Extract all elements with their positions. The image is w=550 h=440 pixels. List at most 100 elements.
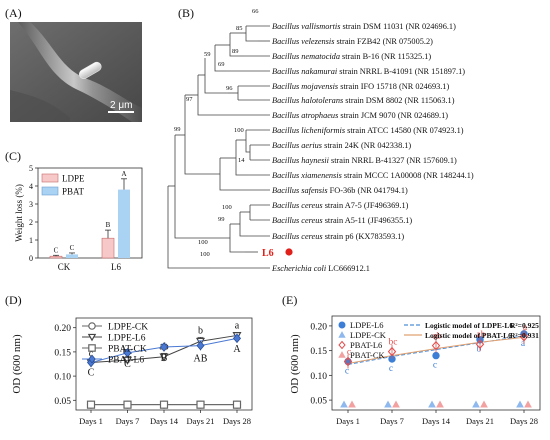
legend-marker (338, 340, 346, 350)
panel-label-c: (C) (5, 149, 21, 163)
y-axis-label: OD (600 nm) (289, 334, 301, 394)
chart-od-line: 0.05 0.10 0.15 0.20 OD (600 nm) Days 1 Days 7 D… (11, 317, 253, 426)
sem-image: 2 μm (10, 22, 142, 122)
significance-letter: c (89, 349, 94, 360)
scale-bar-label: 2 μm (110, 100, 132, 111)
significance-letter: C (70, 244, 75, 252)
bootstrap-value: 14 (238, 157, 245, 164)
taxon-label: Bacillus cereus strain A5-11 (JF496355.1… (272, 216, 412, 225)
x-tick-label: Days 21 (466, 416, 494, 426)
x-tick-label: Days 1 (336, 416, 360, 426)
y-axis-label: OD (600 nm) (11, 334, 23, 394)
significance-letter: A (233, 344, 241, 355)
x-tick-label: Days 28 (223, 416, 251, 426)
legend-label: PBAT-CK (350, 350, 386, 360)
y-tick-label: 0.15 (54, 348, 71, 358)
data-point (472, 400, 480, 408)
bootstrap-value: 100 (234, 127, 244, 134)
data-point (159, 342, 169, 352)
data-point (86, 400, 96, 409)
significance-letter: C (124, 359, 131, 370)
y-tick-label: 0.10 (310, 372, 327, 382)
y-tick-label: 0.15 (310, 347, 327, 357)
y-tick-label: 0.05 (54, 397, 71, 407)
plot-frame (75, 317, 253, 411)
significance-letter: c (389, 364, 393, 374)
chart-od-logistic: 0.05 0.10 0.15 0.20 OD (600 nm) Days 1 Days 7 D… (289, 315, 541, 426)
data-point (159, 353, 169, 362)
bar (66, 254, 78, 258)
significance-letter: a (235, 321, 240, 332)
data-point (196, 340, 205, 351)
legend-label: Logistic model of LDPE-L6 (425, 321, 513, 330)
bootstrap-value: 96 (226, 85, 233, 92)
taxon-label: Bacillus vallismortis strain DSM 11031 (… (272, 22, 456, 31)
taxon-label: Bacillus safensis FO-36b (NR 041794.1) (272, 186, 408, 195)
legend-swatch (41, 186, 59, 196)
legend-label: LDPE-CK (108, 323, 148, 333)
significance-letter: c (345, 367, 349, 377)
panel-label-b: (B) (178, 6, 194, 20)
taxon-label: Escherichia coli LC666912.1 (271, 264, 370, 273)
data-point (196, 400, 205, 409)
legend-label: PBAT-L6 (350, 340, 382, 350)
significance-letter: C (88, 367, 95, 378)
plot-frame (37, 167, 143, 259)
bacterium-cell (78, 61, 102, 79)
legend-label: LDPE-CK (350, 330, 387, 340)
taxon-label: Bacillus cereus strain p6 (KX783593.1) (272, 232, 404, 241)
taxon-label: Bacillus nakamurai strain NRRL B-41091 (… (272, 67, 465, 76)
significance-letter: ab (477, 330, 486, 340)
panel-label-a: (A) (5, 6, 22, 20)
taxon-label: Bacillus licheniformis strain ATCC 14580… (272, 126, 464, 135)
legend-label: PBAT-CK (108, 345, 147, 355)
bootstrap-value: 99 (174, 126, 181, 133)
l6-marker-dot (285, 248, 293, 256)
y-tick-label: 0.10 (54, 373, 71, 383)
data-point (432, 351, 440, 360)
bootstrap-value: 59 (204, 51, 211, 58)
legend-marker (338, 331, 346, 338)
legend-marker (87, 333, 97, 342)
data-point (436, 400, 444, 408)
x-tick-label: Days 14 (422, 416, 451, 426)
significance-letter: c (347, 348, 351, 358)
legend-label: LDPE (62, 174, 85, 184)
legend-swatch (41, 173, 59, 183)
y-tick-label: 2 (29, 218, 33, 227)
fit-r2: R²=0.931 (510, 331, 539, 340)
significance-letter: bc (389, 338, 398, 348)
phylogenetic-tree: 66 85 89 69 59 96 97 99 100 14 100 99 10… (167, 8, 474, 273)
bar (118, 189, 130, 258)
legend-label: PBAT (62, 187, 85, 197)
bar (49, 255, 63, 259)
data-point (480, 400, 488, 408)
chart-weight-loss: 0 1 2 3 4 5 Weight loss (%) CK C C L6 B A LDPE PBAT (14, 164, 143, 272)
y-tick-label: 4 (29, 182, 33, 191)
legend-marker (88, 344, 96, 352)
bootstrap-value: 85 (236, 25, 243, 32)
y-tick-label: 0 (29, 254, 33, 263)
y-tick-label: 0.20 (310, 322, 327, 332)
legend-marker (88, 354, 96, 364)
bootstrap-value: 100 (198, 239, 208, 246)
data-point (123, 400, 132, 409)
data-point (340, 400, 348, 408)
bootstrap-value: 69 (218, 61, 225, 68)
significance-letter: c (433, 361, 437, 371)
x-tick-label: Days 7 (116, 416, 140, 426)
significance-letter: ab (433, 332, 442, 342)
bootstrap-value: 97 (186, 96, 193, 103)
legend-marker (338, 321, 346, 329)
legend-label: Logistic model of PBAT-L6 (425, 331, 512, 340)
panel-label-d: (D) (5, 293, 22, 307)
fit-r2: R²=0.925 (510, 321, 539, 330)
x-tick-label: CK (58, 262, 71, 272)
data-point (348, 400, 356, 408)
bootstrap-value: 100 (222, 204, 232, 211)
taxon-label: Bacillus cereus strain A7-5 (JF496369.1) (272, 201, 409, 210)
bootstrap-value: 66 (252, 8, 259, 15)
significance-letter: b (477, 345, 482, 355)
data-point (524, 400, 532, 408)
